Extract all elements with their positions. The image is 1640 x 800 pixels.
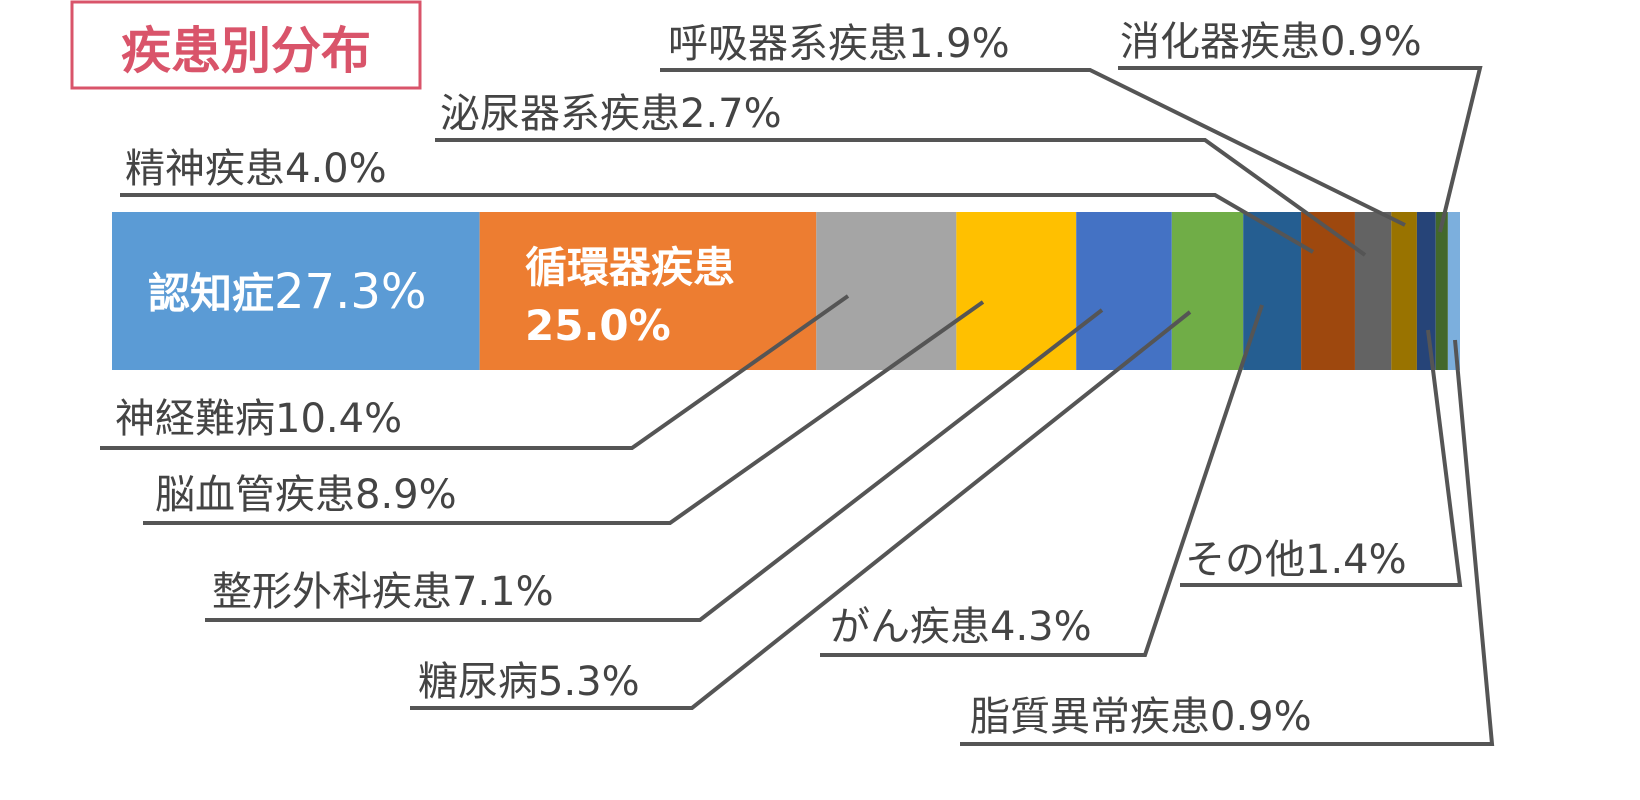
chart-title: 疾患別分布 (121, 22, 371, 80)
category-label: がん疾患 (830, 604, 990, 650)
category-label: 脂質異常疾患 (970, 694, 1210, 740)
bar-segment (1076, 212, 1172, 370)
title-box (70, 0, 422, 90)
data-label: がん疾患4.3% (830, 604, 1092, 650)
value-label: 1.4% (1305, 537, 1407, 583)
leader-line (205, 308, 1104, 622)
leader-line (120, 193, 1315, 254)
bar-segment (479, 212, 817, 370)
bar-segment (956, 212, 1077, 370)
leader-line (1118, 66, 1483, 233)
bar-segment (1391, 212, 1417, 370)
value-label: 1.9% (908, 21, 1010, 67)
bar-segment (1447, 212, 1460, 370)
data-label: 精神疾患4.0% (125, 146, 387, 192)
data-label: 脂質異常疾患0.9% (970, 694, 1312, 740)
category-label: その他 (1185, 537, 1305, 583)
category-label: 整形外科疾患 (212, 569, 452, 615)
value-label: 5.3% (538, 659, 640, 705)
category-label: 糖尿病 (418, 659, 538, 705)
value-label: 25.0% (525, 301, 671, 350)
category-label: 精神疾患 (125, 146, 285, 192)
data-label: 循環器疾患 (525, 243, 735, 292)
bar-segment (1416, 212, 1436, 370)
value-label: 2.7% (680, 91, 782, 137)
data-label: 脳血管疾患8.9% (155, 472, 457, 518)
value-label: 0.9% (1320, 19, 1422, 65)
leader-line (100, 294, 850, 450)
bar-segment (1301, 212, 1355, 370)
data-label: 糖尿病5.3% (418, 659, 640, 705)
bar-segment (112, 212, 480, 370)
leader-line (410, 310, 1192, 710)
value-label: 27.3% (274, 264, 426, 320)
data-label: 整形外科疾患7.1% (212, 569, 554, 615)
data-label: 消化器疾患0.9% (1120, 19, 1422, 65)
leader-line (960, 339, 1495, 746)
data-label: 神経難病10.4% (115, 396, 402, 442)
data-label: その他1.4% (1185, 537, 1407, 583)
category-label: 脳血管疾患 (155, 472, 355, 518)
leader-line (435, 138, 1367, 257)
leader-line (1180, 329, 1463, 587)
category-label: 泌尿器系疾患 (440, 91, 680, 137)
category-label: 循環器疾患 (525, 243, 735, 292)
data-label: 認知症27.3% (148, 264, 427, 320)
bar-segment (1435, 212, 1448, 370)
leader-line (820, 304, 1264, 657)
value-label: 8.9% (355, 472, 457, 518)
category-label: 呼吸器系疾患 (668, 21, 908, 67)
bar-segment (816, 212, 957, 370)
data-label: 呼吸器系疾患1.9% (668, 21, 1010, 67)
value-label: 4.0% (285, 146, 387, 192)
leader-line (143, 300, 985, 525)
leader-line (660, 68, 1406, 227)
category-label: 認知症 (148, 269, 274, 318)
category-label: 神経難病 (115, 396, 275, 442)
data-label: 泌尿器系疾患2.7% (440, 91, 782, 137)
value-label: 10.4% (275, 396, 402, 442)
bar-segment (1243, 212, 1302, 370)
bar-segment (1171, 212, 1244, 370)
category-label: 消化器疾患 (1120, 19, 1320, 65)
bar-segment (1354, 212, 1392, 370)
value-label: 7.1% (452, 569, 554, 615)
value-label: 4.3% (990, 604, 1092, 650)
value-label: 0.9% (1210, 694, 1312, 740)
